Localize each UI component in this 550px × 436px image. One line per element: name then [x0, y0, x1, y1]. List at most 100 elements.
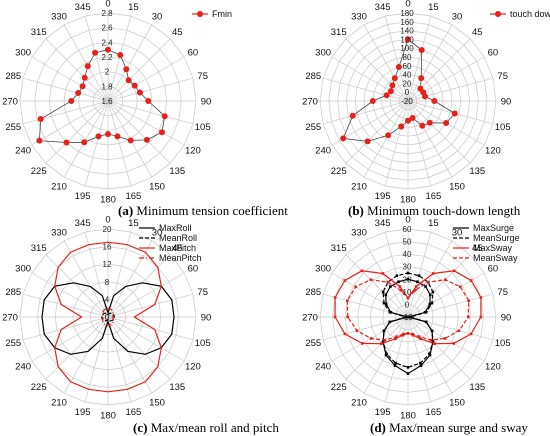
- angle-tick-label: 195: [75, 407, 91, 418]
- data-point: [382, 301, 386, 305]
- data-point: [333, 315, 337, 319]
- angle-tick-label: 45: [172, 27, 183, 38]
- data-point: [346, 315, 349, 319]
- data-point: [426, 280, 430, 284]
- data-point: [406, 296, 410, 300]
- data-point: [418, 335, 421, 338]
- radial-tick-label: 20: [403, 79, 412, 88]
- data-point: [398, 123, 405, 130]
- angle-tick-label: 60: [488, 48, 499, 59]
- grid-spoke: [63, 240, 109, 318]
- data-point: [430, 301, 434, 305]
- data-point: [428, 293, 432, 297]
- data-point: [418, 47, 425, 53]
- data-point: [95, 133, 102, 140]
- angle-tick-label: 0: [405, 0, 410, 10]
- data-point: [127, 137, 134, 144]
- data-point: [385, 352, 388, 356]
- grid-spoke: [345, 316, 409, 380]
- data-point: [406, 315, 410, 319]
- grid-spoke: [107, 316, 194, 341]
- grid-spoke: [407, 100, 494, 125]
- legend-label: MeanSway: [473, 253, 518, 263]
- radial-tick-label: 2.8: [101, 9, 113, 18]
- legend-label: MaxSway: [473, 243, 513, 253]
- grid-spoke: [407, 100, 471, 164]
- angle-tick-label: 90: [201, 313, 212, 324]
- angle-tick-label: 315: [31, 27, 47, 38]
- angle-tick-label: 90: [501, 97, 512, 108]
- grid-spoke: [31, 56, 109, 102]
- data-point: [429, 338, 433, 342]
- legend-label: MaxSurge: [473, 223, 514, 233]
- legend-label: MeanSurge: [473, 233, 520, 243]
- angle-tick-label: 285: [5, 71, 21, 82]
- data-point: [414, 285, 418, 288]
- caption-d: (d) Max/mean surge and sway: [370, 420, 528, 436]
- grid-spoke: [107, 38, 171, 102]
- data-point: [131, 82, 138, 89]
- angle-tick-label: 225: [331, 166, 347, 177]
- radial-tick-label: 120: [400, 35, 414, 44]
- grid-spoke: [63, 316, 109, 394]
- data-point: [398, 285, 402, 288]
- legend-label: MeanRoll: [159, 233, 197, 243]
- angle-tick-label: 15: [428, 218, 439, 229]
- angle-tick-label: 315: [31, 243, 47, 254]
- angle-tick-label: 180: [100, 411, 116, 422]
- grid-spoke: [407, 24, 453, 102]
- angle-tick-label: 45: [472, 27, 483, 38]
- radial-tick-label: 80: [403, 53, 412, 62]
- grid-spoke: [384, 316, 409, 403]
- angle-tick-label: 210: [51, 397, 67, 408]
- data-point: [369, 98, 376, 104]
- legend-marker: [197, 11, 203, 17]
- data-point: [479, 296, 483, 299]
- caption-a-text: Minimum tension coefficient: [133, 203, 288, 218]
- data-point: [422, 93, 428, 100]
- data-point: [431, 290, 435, 294]
- grid-spoke: [322, 77, 409, 102]
- caption-b-letter: (b): [348, 203, 364, 218]
- data-point: [105, 46, 111, 53]
- data-point: [419, 364, 423, 367]
- angle-tick-label: 75: [497, 287, 508, 298]
- data-point: [406, 372, 410, 375]
- grid-spoke: [63, 100, 109, 178]
- angle-tick-label: 255: [305, 338, 321, 349]
- data-point: [469, 332, 473, 336]
- data-point: [37, 116, 44, 122]
- data-point: [419, 361, 422, 365]
- angle-tick-label: 255: [305, 122, 321, 133]
- grid-spoke: [407, 240, 453, 318]
- data-point: [431, 98, 438, 104]
- data-point: [63, 139, 70, 146]
- angle-tick-label: 120: [485, 146, 501, 157]
- radial-tick-label: 40: [403, 71, 412, 80]
- data-point: [92, 49, 99, 56]
- radial-tick-label: 16: [103, 243, 112, 252]
- radial-tick-label: 0: [405, 300, 410, 309]
- data-point: [419, 337, 422, 341]
- angle-tick-label: 210: [51, 181, 67, 192]
- grid-spoke: [107, 100, 132, 187]
- grid-spoke: [107, 24, 153, 102]
- angle-tick-label: 180: [100, 195, 116, 206]
- grid-spoke: [22, 100, 109, 125]
- data-point: [383, 338, 387, 342]
- radial-tick-label: 2: [105, 68, 110, 77]
- data-point: [384, 293, 388, 297]
- angle-tick-label: 90: [201, 97, 212, 108]
- radial-tick-label: 2.6: [101, 24, 113, 33]
- data-point: [419, 122, 426, 129]
- angle-tick-label: 0: [105, 215, 110, 226]
- data-point: [381, 340, 385, 344]
- data-point: [369, 337, 373, 340]
- grid-spoke: [363, 24, 409, 102]
- data-point: [395, 335, 398, 338]
- angle-tick-label: 165: [425, 407, 441, 418]
- legend-label: MeanPitch: [159, 253, 202, 263]
- data-point: [382, 329, 386, 333]
- legend-label: touch down: [510, 9, 550, 19]
- angle-tick-label: 255: [5, 338, 21, 349]
